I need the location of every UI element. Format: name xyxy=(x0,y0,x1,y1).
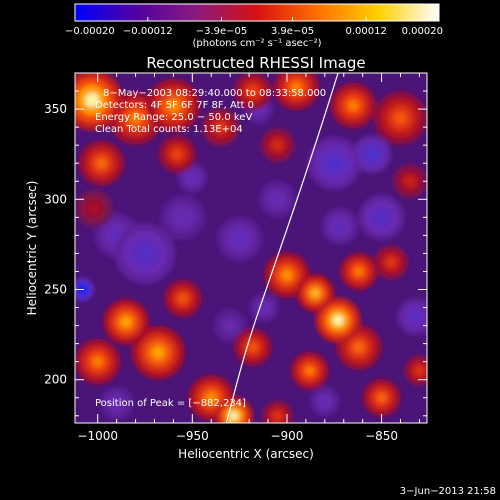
heatmap-blob xyxy=(367,149,377,159)
heatmap-blob xyxy=(233,233,246,245)
heatmap-blob xyxy=(310,288,321,298)
heatmap-blob xyxy=(172,149,182,159)
heatmap-blob xyxy=(335,221,345,232)
annotation-time-range: 8−May−2003 08:29:40.000 to 08:33:58.000 xyxy=(103,88,326,99)
heatmap-area xyxy=(74,72,428,424)
chart-title: Reconstructed RHESSI Image xyxy=(146,54,365,72)
heatmap-blob xyxy=(137,245,153,261)
colorbar-tick-label: −0.00020 xyxy=(65,26,115,37)
heatmap-blob xyxy=(188,173,197,182)
y-tick-label: 300 xyxy=(44,192,67,206)
heatmap-blob xyxy=(225,321,235,330)
heatmap-blob xyxy=(386,258,396,267)
heatmap-blob xyxy=(376,393,387,403)
heatmap-blob xyxy=(281,269,293,281)
heatmap-blob xyxy=(353,341,365,353)
heatmap-blob xyxy=(92,355,104,368)
x-tick-label: −1000 xyxy=(77,429,118,443)
colorbar-ticks: −0.00020 −0.00012 −3.9e−05 3.9e−05 0.00012 0.… xyxy=(65,17,443,37)
y-axis: 200 250 300 350 xyxy=(44,72,427,417)
x-tick-label: −850 xyxy=(365,429,398,443)
heatmap-blob xyxy=(272,194,283,205)
colorbar-tick-label: 0.00020 xyxy=(402,26,443,37)
annotation-clean-counts: Clean Total counts: 1.13E+04 xyxy=(95,124,243,135)
heatmap-blob xyxy=(151,346,165,360)
heatmap-blob xyxy=(84,92,100,108)
x-tick-label: −950 xyxy=(176,429,209,443)
colorbar-tick-label: −3.9e−05 xyxy=(196,26,248,37)
heatmap-blob xyxy=(260,303,269,312)
solar-limb-curve xyxy=(225,73,339,423)
heatmap-blob xyxy=(95,157,108,169)
annotation-detectors: Detectors: 4F 5F 6F 7F 8F, Att 0 xyxy=(95,100,254,111)
x-tick-label: −900 xyxy=(270,429,303,443)
heatmap-blob xyxy=(89,203,99,214)
colorbar-unit-label: (photons cm⁻² s⁻¹ asec⁻²) xyxy=(192,38,321,49)
heatmap-blob xyxy=(128,111,143,125)
heatmap-blob xyxy=(354,266,364,277)
heatmap-blob xyxy=(405,176,415,186)
annotations: 8−May−2003 08:29:40.000 to 08:33:58.000 … xyxy=(95,88,326,409)
colorbar-tick-label: −0.00012 xyxy=(123,26,173,37)
x-axis-label: Heliocentric X (arcsec) xyxy=(178,447,314,461)
heatmap-blob xyxy=(248,342,258,352)
heatmap-blob xyxy=(215,122,226,132)
heatmap-blob xyxy=(410,311,421,322)
heatmap-blobs xyxy=(75,73,427,423)
heatmap-blob xyxy=(112,398,121,408)
colorbar: −0.00020 −0.00012 −3.9e−05 3.9e−05 0.00012 0.… xyxy=(65,3,443,49)
colorbar-tick-label: 0.00012 xyxy=(346,26,387,37)
heatmap-blob xyxy=(327,156,341,170)
heatmap-blob xyxy=(304,365,315,376)
heatmap-blob xyxy=(321,397,329,406)
footer-timestamp: 3−Jun−2013 21:58 xyxy=(400,486,496,497)
colorbar-gradient xyxy=(74,3,440,22)
heatmap-blob xyxy=(248,86,258,96)
annotation-energy-range: Energy Range: 25.0 − 50.0 keV xyxy=(95,112,252,123)
y-axis-label: Heliocentric Y (arcsec) xyxy=(25,181,39,316)
heatmap-blob xyxy=(415,366,424,375)
heatmap-blob xyxy=(120,316,132,328)
heatmap-blob xyxy=(347,99,359,112)
y-tick-label: 350 xyxy=(44,102,67,116)
heatmap-blob xyxy=(166,98,181,113)
y-tick-label: 200 xyxy=(44,373,67,387)
colorbar-tick-label: 3.9e−05 xyxy=(271,26,314,37)
heatmap-blob xyxy=(273,411,282,420)
x-axis: −1000 −950 −900 −850 xyxy=(77,73,420,443)
peak-position-label: Position of Peak = [−882,234] xyxy=(95,398,246,409)
heatmap-blob xyxy=(273,140,282,150)
heatmap-blob xyxy=(393,111,408,125)
heatmap-blob xyxy=(290,81,303,94)
heatmap-blob xyxy=(177,211,189,224)
plot-frame xyxy=(74,72,428,424)
heatmap-blob xyxy=(375,211,388,224)
heatmap-blob xyxy=(229,411,239,421)
heatmap-blob xyxy=(205,392,217,404)
y-tick-label: 250 xyxy=(44,282,67,296)
heatmap-blob xyxy=(332,314,344,326)
heatmap-blob xyxy=(178,293,188,304)
